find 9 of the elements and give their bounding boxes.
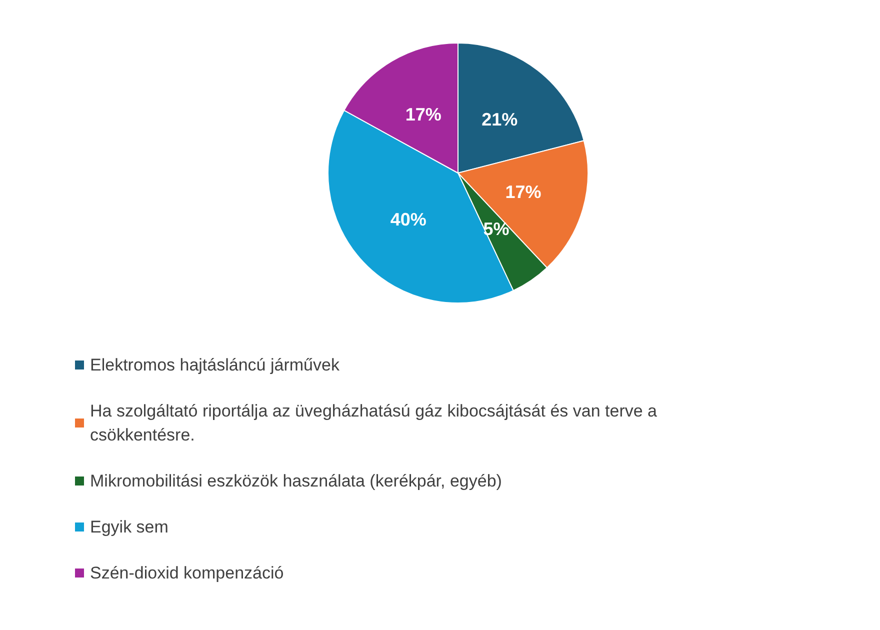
data-label: 17% [405,104,442,124]
data-label: 40% [390,210,426,230]
legend-label: Elektromos hajtásláncú járművek [90,356,340,374]
legend-label: Mikromobilitási eszközök használata (kerékpár, egyéb) [90,472,502,490]
legend-label: Szén-dioxid kompenzáció [90,564,284,582]
data-label: 21% [482,109,518,130]
data-label: 17% [505,182,542,202]
legend-label: Egyik sem [90,518,168,536]
legend-label: Ha szolgáltató riportálja az üvegházhatású gáz kibocsájtását és van terve a csökkentésre. [90,402,662,444]
